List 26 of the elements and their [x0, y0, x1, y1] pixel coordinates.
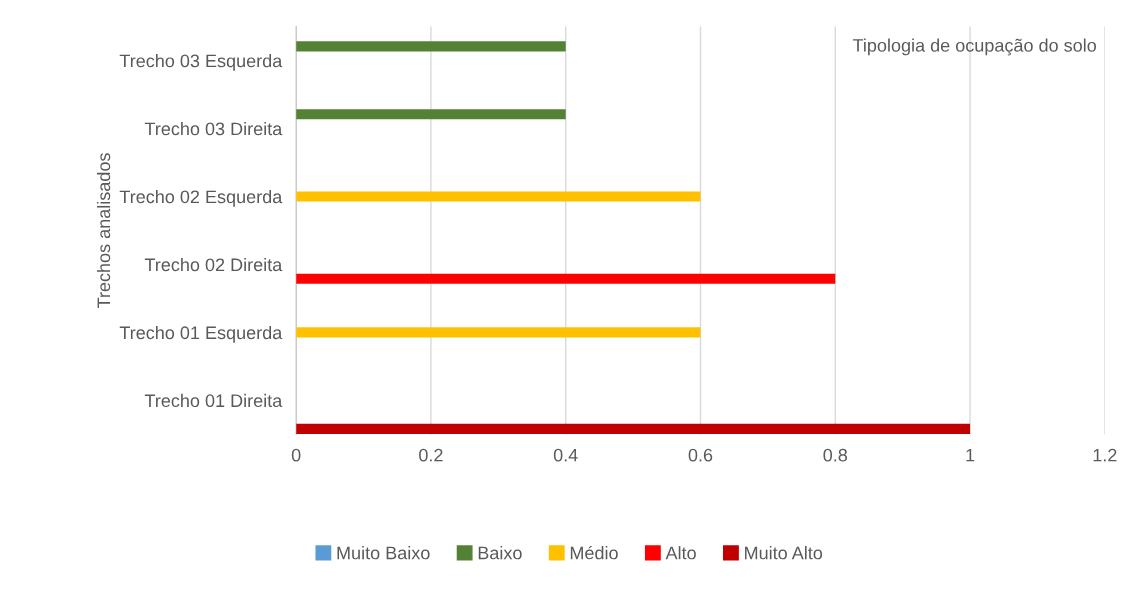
y-tick-label: Trecho 01 Esquerda	[119, 325, 283, 343]
y-tick-label: Trecho 03 Esquerda	[119, 54, 283, 71]
x-tick-label: 1.2	[1093, 448, 1117, 462]
x-tick-label: 1	[966, 448, 975, 462]
legend-label: Muito Alto	[745, 546, 823, 560]
y-tick-label: Trecho 01 Direita	[144, 393, 283, 408]
y-tick-label: Trecho 03 Direita	[144, 122, 283, 136]
x-tick-label: 0	[291, 448, 301, 462]
y-axis-title: Trechos analisados	[96, 153, 111, 309]
x-tick-label: 0.2	[419, 448, 443, 462]
y-tick-label: Trecho 02 Direita	[144, 257, 283, 272]
text: Tipologia de ocupação do solo	[852, 38, 1097, 56]
bar	[296, 327, 701, 338]
bar	[296, 41, 566, 52]
x-tick-label: 0.4	[553, 448, 578, 462]
y-tick-label: Trecho 02 Esquerda	[119, 189, 283, 207]
legend-label: Baixo	[478, 546, 522, 560]
bar	[296, 423, 971, 435]
bar	[296, 191, 701, 202]
legend-label: Médio	[570, 545, 618, 560]
x-tick-label: 0.8	[823, 448, 848, 462]
x-tick-label: 0.6	[688, 448, 713, 462]
bar	[296, 273, 836, 284]
legend-label: Muito Baixo	[337, 546, 430, 560]
legend-label: Alto	[665, 546, 696, 560]
bar	[296, 109, 566, 120]
